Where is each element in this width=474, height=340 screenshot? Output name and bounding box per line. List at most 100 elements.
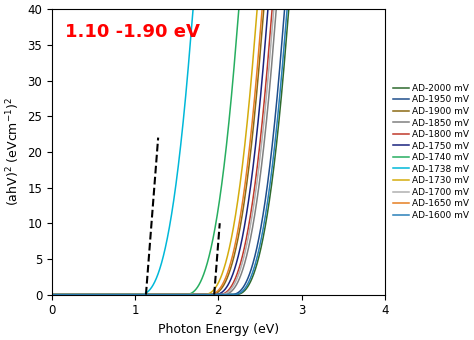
AD-1600 mV: [323, 7, 328, 11]
AD-1738 mV: [265, 7, 271, 11]
AD-1900 mV: [176, 292, 182, 296]
AD-1730 mV: [382, 7, 388, 11]
AD-1650 mV: [298, 7, 303, 11]
AD-1800 mV: [249, 206, 255, 210]
AD-1650 mV: [49, 292, 55, 296]
AD-1900 mV: [109, 292, 115, 296]
AD-2000 mV: [176, 292, 182, 296]
AD-1800 mV: [176, 292, 182, 296]
AD-1950 mV: [49, 292, 55, 296]
AD-1650 mV: [176, 292, 182, 296]
AD-1750 mV: [249, 177, 255, 181]
AD-1850 mV: [298, 7, 303, 11]
AD-1700 mV: [176, 292, 182, 296]
Legend: AD-2000 mV, AD-1950 mV, AD-1900 mV, AD-1850 mV, AD-1800 mV, AD-1750 mV, AD-1740 : AD-2000 mV, AD-1950 mV, AD-1900 mV, AD-1…: [392, 84, 469, 220]
AD-1740 mV: [298, 7, 303, 11]
AD-1900 mV: [265, 7, 271, 11]
AD-1730 mV: [176, 292, 182, 296]
AD-1740 mV: [323, 7, 328, 11]
AD-1600 mV: [265, 194, 271, 198]
Line: AD-2000 mV: AD-2000 mV: [52, 9, 385, 294]
AD-1800 mV: [382, 7, 388, 11]
AD-1900 mV: [382, 7, 388, 11]
AD-1738 mV: [49, 292, 55, 296]
AD-1600 mV: [382, 7, 388, 11]
AD-1900 mV: [261, 7, 266, 11]
AD-1650 mV: [382, 7, 388, 11]
AD-1950 mV: [265, 175, 271, 180]
AD-1950 mV: [323, 7, 328, 11]
AD-2000 mV: [298, 7, 303, 11]
AD-1740 mV: [176, 292, 182, 296]
AD-1950 mV: [176, 292, 182, 296]
AD-1600 mV: [249, 273, 255, 277]
AD-1730 mV: [323, 7, 328, 11]
AD-1950 mV: [249, 266, 255, 270]
AD-1850 mV: [273, 7, 279, 11]
AD-2000 mV: [382, 7, 388, 11]
AD-1738 mV: [249, 7, 255, 11]
AD-1730 mV: [298, 7, 303, 11]
AD-1850 mV: [382, 7, 388, 11]
AD-1730 mV: [49, 292, 55, 296]
AD-1850 mV: [323, 7, 328, 11]
AD-1750 mV: [265, 7, 271, 11]
Line: AD-1730 mV: AD-1730 mV: [52, 9, 385, 294]
AD-1700 mV: [323, 7, 328, 11]
Line: AD-1700 mV: AD-1700 mV: [52, 9, 385, 294]
Line: AD-1800 mV: AD-1800 mV: [52, 9, 385, 294]
AD-1700 mV: [49, 292, 55, 296]
AD-1750 mV: [298, 7, 303, 11]
AD-1738 mV: [190, 7, 196, 11]
AD-1738 mV: [382, 7, 388, 11]
X-axis label: Photon Energy (eV): Photon Energy (eV): [158, 323, 279, 336]
Line: AD-1900 mV: AD-1900 mV: [52, 9, 385, 294]
AD-1950 mV: [298, 7, 303, 11]
AD-1850 mV: [176, 292, 182, 296]
AD-1600 mV: [109, 292, 115, 296]
AD-1800 mV: [49, 292, 55, 296]
AD-1700 mV: [271, 7, 276, 11]
AD-1800 mV: [323, 7, 328, 11]
AD-1800 mV: [298, 7, 303, 11]
AD-1730 mV: [249, 74, 255, 78]
Text: 1.10 -1.90 eV: 1.10 -1.90 eV: [65, 23, 200, 41]
AD-1738 mV: [323, 7, 328, 11]
AD-1600 mV: [49, 292, 55, 296]
AD-1650 mV: [259, 7, 265, 11]
Line: AD-1850 mV: AD-1850 mV: [52, 9, 385, 294]
AD-1950 mV: [282, 7, 287, 11]
AD-1850 mV: [265, 99, 271, 103]
AD-1750 mV: [49, 292, 55, 296]
AD-1900 mV: [249, 142, 255, 146]
AD-1900 mV: [323, 7, 328, 11]
AD-1600 mV: [298, 7, 303, 11]
AD-1650 mV: [109, 292, 115, 296]
AD-1750 mV: [109, 292, 115, 296]
AD-1950 mV: [109, 292, 115, 296]
AD-2000 mV: [109, 292, 115, 296]
AD-2000 mV: [286, 7, 292, 11]
AD-1600 mV: [284, 7, 290, 11]
AD-1740 mV: [109, 292, 115, 296]
AD-1650 mV: [265, 7, 271, 11]
Line: AD-1950 mV: AD-1950 mV: [52, 9, 385, 294]
AD-2000 mV: [249, 277, 255, 282]
AD-1750 mV: [265, 7, 271, 11]
AD-1738 mV: [176, 157, 182, 161]
AD-1700 mV: [382, 7, 388, 11]
AD-1730 mV: [254, 7, 260, 11]
AD-1850 mV: [109, 292, 115, 296]
AD-1740 mV: [49, 292, 55, 296]
AD-1738 mV: [109, 292, 115, 296]
Line: AD-1650 mV: AD-1650 mV: [52, 9, 385, 294]
AD-1850 mV: [49, 292, 55, 296]
AD-1900 mV: [298, 7, 303, 11]
AD-2000 mV: [323, 7, 328, 11]
AD-1800 mV: [109, 292, 115, 296]
AD-1740 mV: [236, 7, 242, 11]
AD-1650 mV: [323, 7, 328, 11]
AD-1700 mV: [265, 72, 271, 76]
Line: AD-1740 mV: AD-1740 mV: [52, 9, 385, 294]
AD-1950 mV: [382, 7, 388, 11]
